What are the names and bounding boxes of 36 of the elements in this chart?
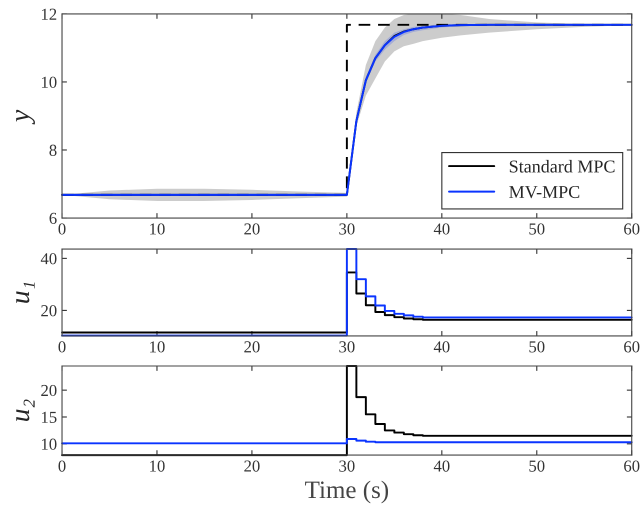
x-tick-label: 20 bbox=[244, 460, 260, 472]
y-tick-label: 15 bbox=[42, 412, 57, 423]
x-tick-label: 60 bbox=[624, 341, 640, 353]
x-tick-label: 30 bbox=[339, 223, 355, 235]
y-tick-label: 20 bbox=[41, 305, 57, 316]
x-tick-label: 0 bbox=[58, 460, 66, 472]
x-tick-label: 20 bbox=[244, 341, 260, 353]
x-tick-label: 40 bbox=[434, 341, 450, 353]
x-tick-label: 40 bbox=[434, 460, 450, 472]
y-axis-title: u₁ bbox=[16, 282, 35, 303]
x-tick-label: 50 bbox=[529, 223, 544, 235]
x-tick-label: 30 bbox=[339, 341, 355, 353]
legend-label: MV-MPC bbox=[509, 186, 580, 198]
x-tick-label: 10 bbox=[150, 223, 165, 235]
x-tick-label: 10 bbox=[150, 460, 165, 472]
x-tick-label: 50 bbox=[529, 460, 544, 472]
x-tick-label: 50 bbox=[529, 341, 544, 353]
legend-label: Standard MPC bbox=[510, 160, 614, 173]
x-tick-label: 10 bbox=[150, 341, 165, 353]
y-tick-label: 12 bbox=[42, 8, 56, 20]
x-tick-label: 60 bbox=[624, 460, 640, 472]
y-tick-label: 10 bbox=[42, 438, 57, 450]
y-tick-label: 6 bbox=[50, 212, 57, 224]
y-tick-label: 40 bbox=[40, 253, 57, 264]
y-axis-title: u₂ bbox=[16, 399, 35, 421]
x-tick-label: 30 bbox=[339, 460, 355, 472]
x-tick-label: 20 bbox=[244, 223, 260, 235]
x-tick-label: 40 bbox=[434, 223, 450, 235]
y-tick-label: 20 bbox=[41, 384, 57, 396]
y-axis-title: y bbox=[16, 110, 35, 124]
x-axis-title: Time (s) bbox=[305, 480, 388, 504]
x-tick-label: 0 bbox=[58, 223, 66, 235]
y-tick-label: 10 bbox=[42, 76, 57, 88]
x-tick-label: 60 bbox=[624, 223, 640, 235]
x-tick-label: 0 bbox=[58, 341, 66, 353]
y-tick-label: 8 bbox=[49, 144, 57, 156]
